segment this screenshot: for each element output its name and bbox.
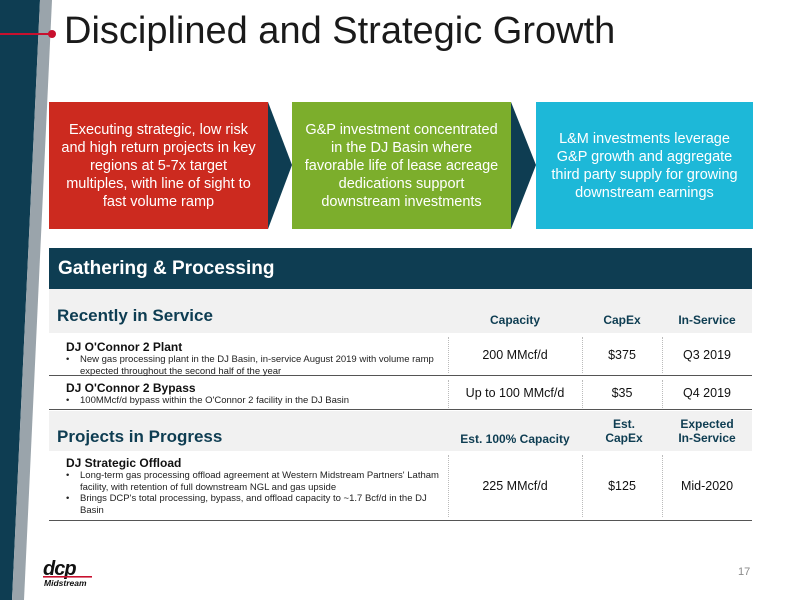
subheader-title: Projects in Progress: [57, 427, 223, 446]
bullet-item: Long-term gas processing offload agreeme…: [66, 470, 441, 493]
title-marker-line: [0, 33, 52, 35]
dcp-midstream-logo: dcp Midstream: [43, 558, 92, 588]
capex-value: $375: [608, 347, 636, 362]
in-service-value: Mid-2020: [680, 479, 734, 493]
in-service-value: Q3 2019: [683, 347, 731, 362]
project-name: DJ Strategic Offload: [66, 456, 182, 470]
column-header-capex: CapEx: [603, 313, 641, 327]
page-number: 17: [738, 566, 751, 578]
column-header-in-service: In-Service: [678, 313, 736, 327]
capex-value: $35: [611, 386, 633, 400]
section-header-gathering-processing: Gathering & Processing: [49, 248, 752, 289]
project-name: DJ O'Connor 2 Plant: [66, 340, 183, 354]
chevron-arrow-icon: [511, 102, 536, 229]
logo-sub: Midstream: [44, 578, 87, 588]
project-bullets: Long-term gas processing offload agreeme…: [66, 470, 441, 516]
chevron-arrow-icon: [268, 102, 292, 229]
in-service-value: Q4 2019: [683, 386, 731, 400]
callout-lm-investments: L&M investments leverage G&P growth and …: [536, 102, 753, 229]
bullet-item: New gas processing plant in the DJ Basin…: [66, 354, 441, 377]
subheader-projects-in-progress: Projects in Progress Est. 100% Capacity …: [49, 411, 752, 451]
column-header-expected-in-service: Expected In-Service: [678, 417, 736, 445]
callout-strategic-projects: Executing strategic, low risk and high r…: [49, 102, 268, 229]
bullet-item: 100MMcf/d bypass within the O'Connor 2 f…: [66, 395, 441, 407]
column-divider: [662, 455, 663, 517]
column-divider: [582, 337, 583, 373]
column-divider: [582, 455, 583, 517]
subheader-title: Recently in Service: [57, 306, 213, 325]
column-divider: [448, 337, 449, 373]
title-marker-dot: [48, 30, 56, 38]
capex-value: $125: [608, 479, 636, 493]
column-divider: [582, 380, 583, 408]
capacity-value: 200 MMcf/d: [482, 347, 548, 362]
column-divider: [448, 380, 449, 408]
page-title: Disciplined and Strategic Growth: [64, 10, 616, 52]
project-bullets: 100MMcf/d bypass within the O'Connor 2 f…: [66, 395, 441, 407]
logo-mark: dcp: [43, 558, 76, 580]
table-row: DJ O'Connor 2 Bypass 100MMcf/d bypass wi…: [49, 376, 752, 410]
project-bullets: New gas processing plant in the DJ Basin…: [66, 354, 441, 377]
capacity-value: Up to 100 MMcf/d: [465, 386, 565, 400]
column-header-est-capacity: Est. 100% Capacity: [460, 432, 570, 446]
project-name: DJ O'Connor 2 Bypass: [66, 381, 196, 395]
bullet-item: Brings DCP's total processing, bypass, a…: [66, 493, 441, 516]
column-divider: [448, 455, 449, 517]
subheader-recently-in-service: Recently in Service Capacity CapEx In-Se…: [49, 289, 752, 333]
column-divider: [662, 337, 663, 373]
table-row: DJ O'Connor 2 Plant New gas processing p…: [49, 333, 752, 377]
column-header-capacity: Capacity: [489, 313, 541, 327]
table-row: DJ Strategic Offload Long-term gas proce…: [49, 451, 752, 521]
column-divider: [662, 380, 663, 408]
column-header-est-capex: Est. CapEx: [605, 417, 643, 445]
capacity-value: 225 MMcf/d: [482, 479, 548, 493]
callout-gp-investment: G&P investment concentrated in the DJ Ba…: [292, 102, 511, 229]
